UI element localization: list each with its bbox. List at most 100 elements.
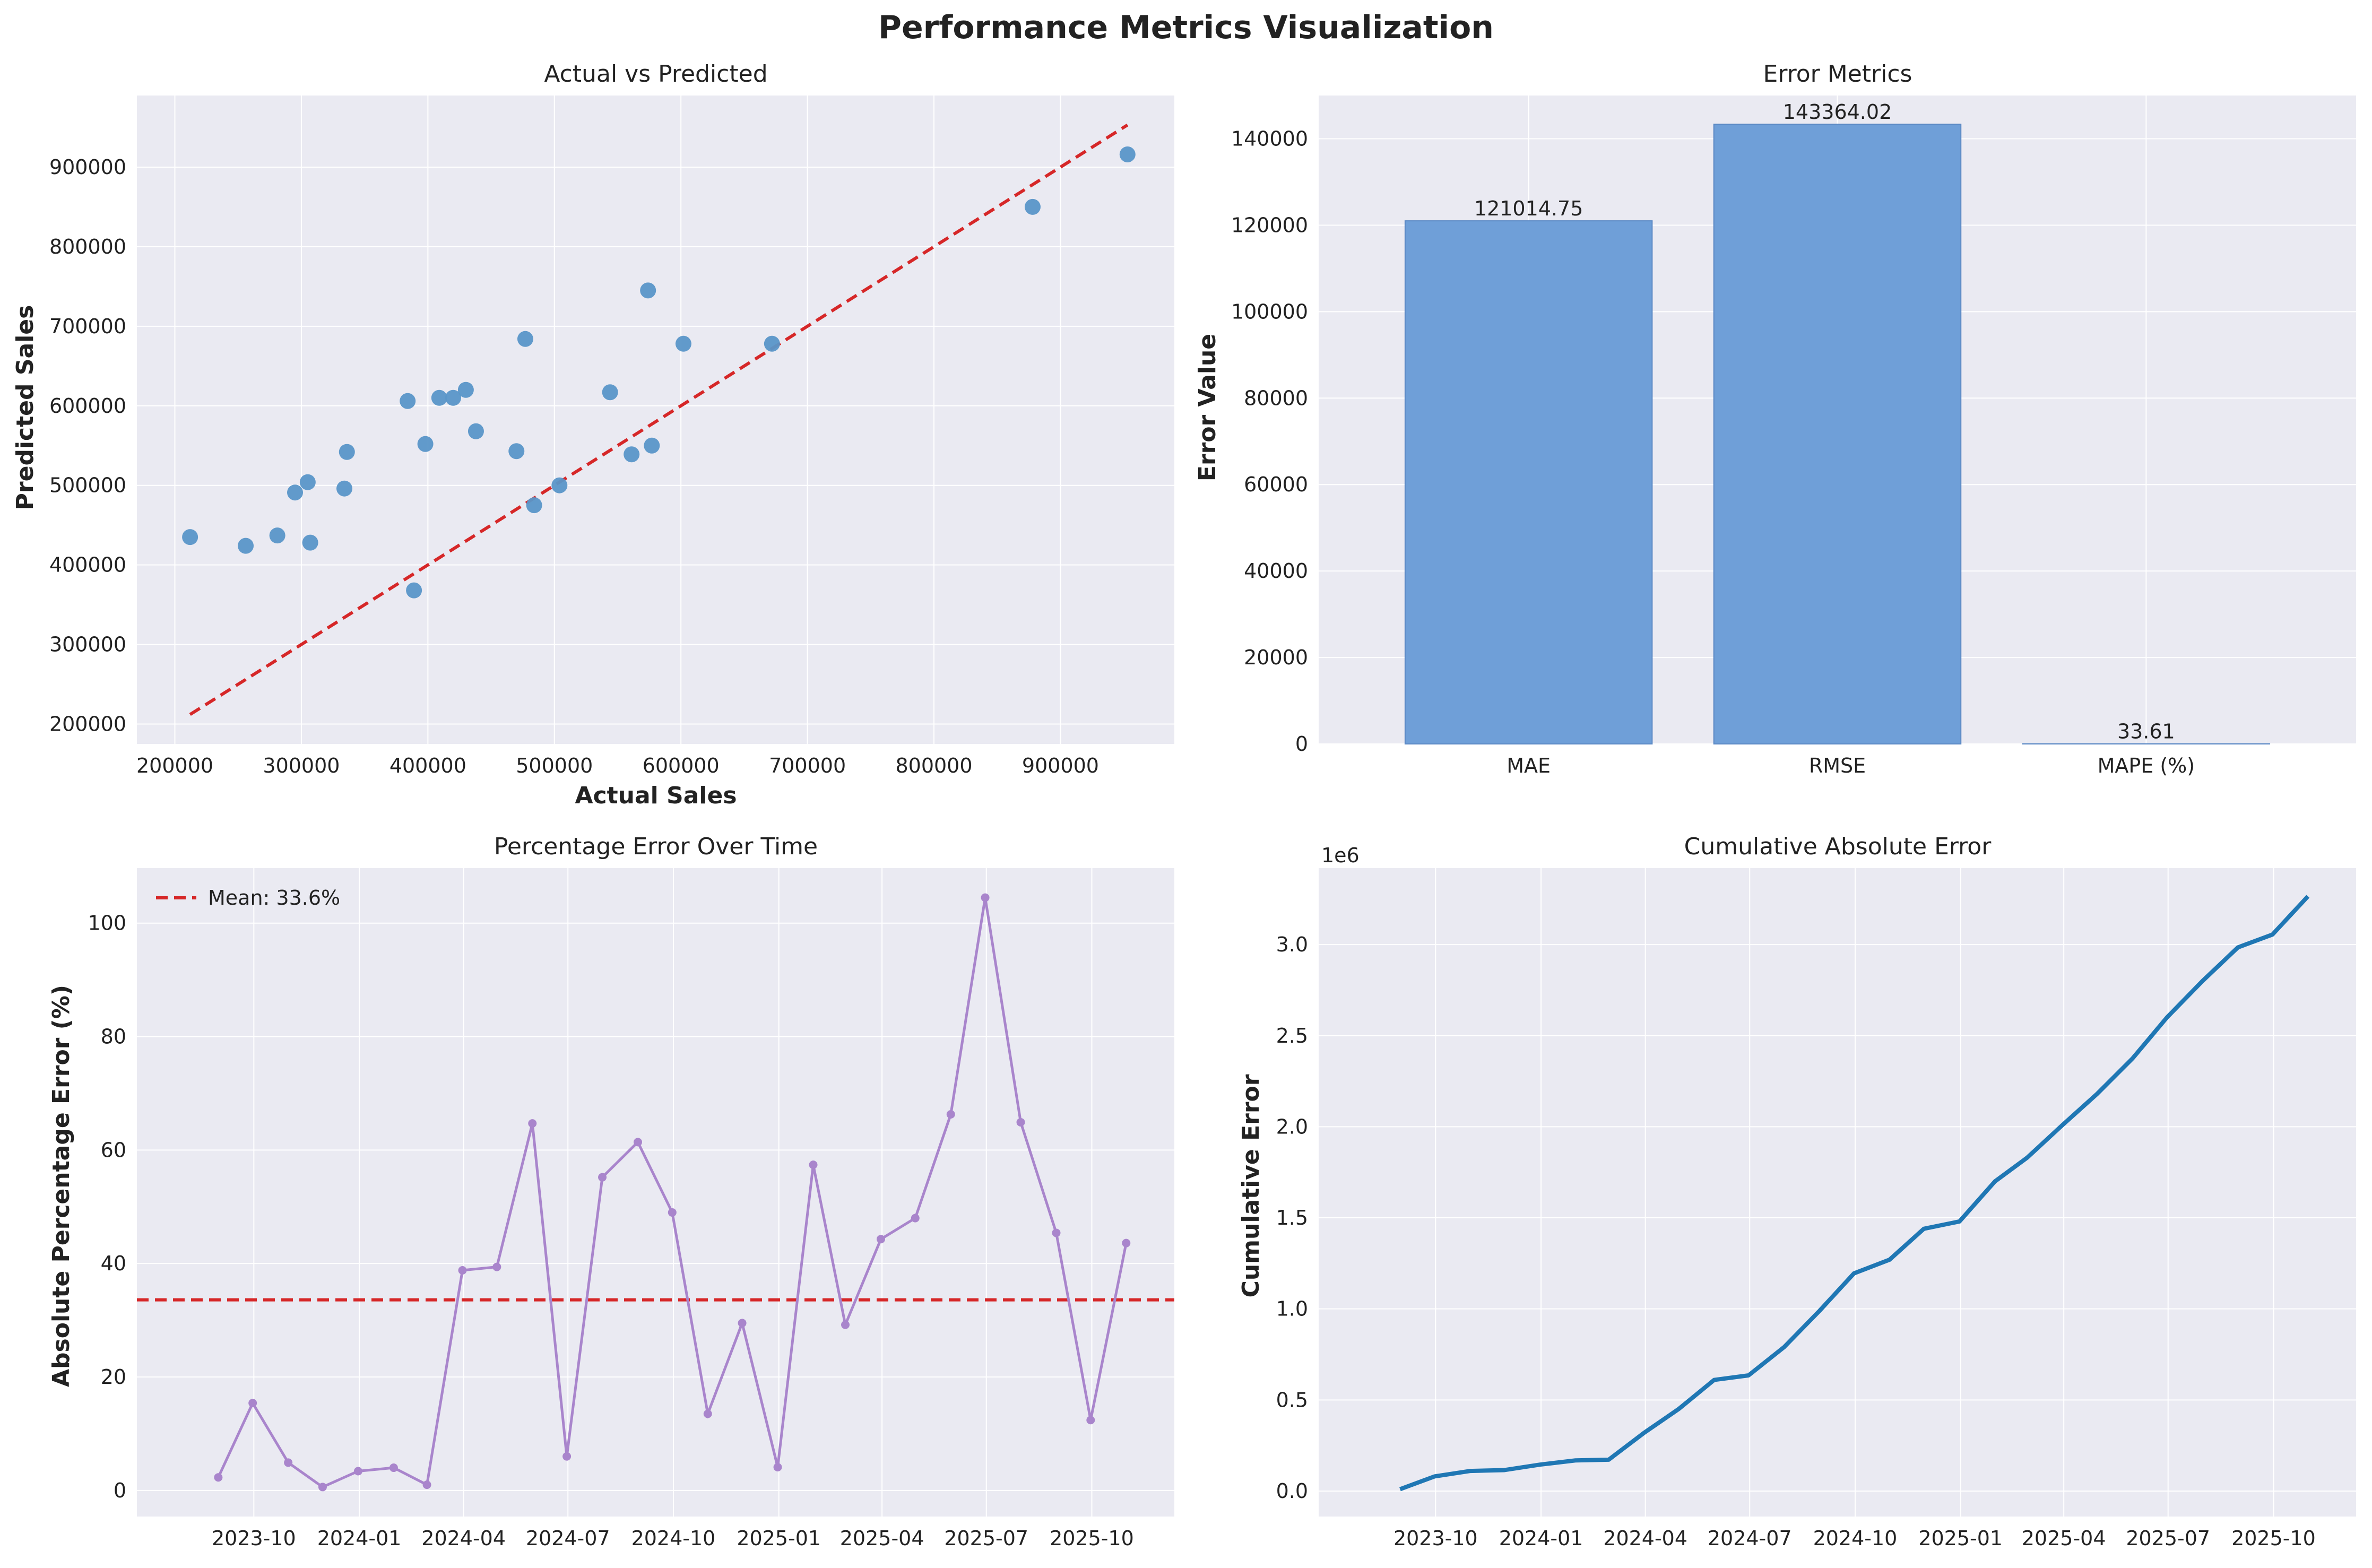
bar-ytick-label: 0 xyxy=(1295,732,1308,756)
scatter-point xyxy=(468,423,484,439)
scatter-ytick-label: 300000 xyxy=(49,633,126,656)
cum-xtick-label: 2025-07 xyxy=(2126,1527,2210,1550)
cum-ytick-label: 2.5 xyxy=(1276,1024,1308,1047)
scatter-xtick-label: 900000 xyxy=(1022,754,1099,777)
scatter-point xyxy=(526,497,542,513)
scatter-ytick-label: 700000 xyxy=(49,315,126,338)
scatter-point xyxy=(517,331,533,347)
scatter-axes: 2000003000004000005000006000007000008000… xyxy=(49,96,1174,777)
scatter-point xyxy=(287,484,303,500)
bar-ytick-label: 60000 xyxy=(1244,473,1308,496)
cum-xtick-label: 2024-10 xyxy=(1813,1527,1898,1550)
bar-value-label: 33.61 xyxy=(2117,720,2175,743)
pct-xtick-label: 2024-04 xyxy=(421,1527,506,1550)
pct-point xyxy=(634,1138,642,1146)
pct-point xyxy=(911,1214,920,1223)
bar-ytick-label: 80000 xyxy=(1244,386,1308,410)
pct-xtick-label: 2024-10 xyxy=(631,1527,716,1550)
pct-point xyxy=(284,1458,292,1467)
pct-xtick-label: 2023-10 xyxy=(212,1527,296,1550)
scatter-point xyxy=(676,336,691,352)
cum-xtick-label: 2025-01 xyxy=(1918,1527,2003,1550)
cum-ytick-label: 2.0 xyxy=(1276,1115,1308,1138)
bar-value-label: 121014.75 xyxy=(1474,197,1583,220)
scatter-ytick-label: 400000 xyxy=(49,553,126,577)
bar-ytick-label: 100000 xyxy=(1231,300,1308,323)
scatter-xtick-label: 700000 xyxy=(769,754,846,777)
cum-xtick-label: 2025-04 xyxy=(2022,1527,2106,1550)
scatter-xtick-label: 200000 xyxy=(136,754,213,777)
pct-title: Percentage Error Over Time xyxy=(494,833,818,860)
bar-ytick-label: 40000 xyxy=(1244,559,1308,583)
pct-point xyxy=(704,1409,712,1418)
pct-xtick-label: 2025-10 xyxy=(1050,1527,1134,1550)
pct-point xyxy=(528,1119,536,1128)
pct-point xyxy=(774,1463,782,1471)
pct-point xyxy=(214,1473,222,1482)
bar-axes: 0200004000060000800001000001200001400001… xyxy=(1231,96,2356,777)
scatter-ytick-label: 200000 xyxy=(49,713,126,736)
cum-ytick-label: 1.0 xyxy=(1276,1297,1308,1321)
cum-ytick-label: 1.5 xyxy=(1276,1206,1308,1229)
pct-point xyxy=(1052,1228,1060,1237)
scatter-point xyxy=(624,446,639,462)
pct-xtick-label: 2024-01 xyxy=(317,1527,402,1550)
pct-ytick-label: 60 xyxy=(101,1138,126,1162)
pct-xtick-label: 2024-07 xyxy=(526,1527,610,1550)
pct-point xyxy=(354,1467,362,1475)
pct-point xyxy=(947,1110,955,1119)
pct-legend-label: Mean: 33.6% xyxy=(208,886,340,909)
scatter-point xyxy=(551,478,567,493)
bar-ytick-label: 20000 xyxy=(1244,646,1308,669)
bar-mae xyxy=(1405,221,1652,744)
pct-xtick-label: 2025-04 xyxy=(840,1527,924,1550)
pct-ytick-label: 80 xyxy=(101,1025,126,1049)
scatter-point xyxy=(458,382,474,398)
scatter-point xyxy=(644,438,660,454)
scatter-xtick-label: 400000 xyxy=(389,754,466,777)
pct-point xyxy=(1122,1239,1130,1248)
pct-xtick-label: 2025-07 xyxy=(944,1527,1028,1550)
cum-title: Cumulative Absolute Error xyxy=(1684,833,1992,860)
scatter-xtick-label: 600000 xyxy=(643,754,720,777)
pct-point xyxy=(492,1263,501,1271)
pct-point xyxy=(248,1399,257,1407)
scatter-point xyxy=(339,444,355,460)
pct-point xyxy=(458,1266,467,1275)
pct-point xyxy=(809,1160,818,1169)
bar-ytick-label: 140000 xyxy=(1231,127,1308,150)
cum-plot-area xyxy=(1319,868,2356,1517)
cum-xtick-label: 2025-10 xyxy=(2231,1527,2316,1550)
cum-xtick-label: 2023-10 xyxy=(1393,1527,1478,1550)
bar-category-label: MAPE (%) xyxy=(2098,754,2195,777)
bar-panel: 0200004000060000800001000001200001400001… xyxy=(1194,60,2356,777)
bar-ylabel: Error Value xyxy=(1194,334,1221,481)
scatter-xtick-label: 500000 xyxy=(516,754,593,777)
bar-rmse xyxy=(1714,124,1961,744)
cum-ytick-label: 3.0 xyxy=(1276,933,1308,956)
bar-title: Error Metrics xyxy=(1763,60,1912,88)
scatter-point xyxy=(336,481,352,497)
pct-ytick-label: 100 xyxy=(88,912,126,935)
cum-xtick-label: 2024-04 xyxy=(1603,1527,1687,1550)
bar-value-label: 143364.02 xyxy=(1783,100,1892,124)
scatter-point xyxy=(182,529,198,545)
pct-point xyxy=(598,1173,607,1182)
pct-point xyxy=(841,1321,850,1329)
scatter-ytick-label: 900000 xyxy=(49,155,126,179)
cum-ylabel: Cumulative Error xyxy=(1237,1074,1265,1297)
pct-point xyxy=(877,1235,885,1243)
pct-point xyxy=(1017,1118,1025,1127)
cum-xtick-label: 2024-01 xyxy=(1499,1527,1583,1550)
cum-ytick-label: 0.0 xyxy=(1276,1479,1308,1503)
scatter-xlabel: Actual Sales xyxy=(575,782,737,809)
pct-ytick-label: 40 xyxy=(101,1252,126,1275)
scatter-point xyxy=(406,583,422,599)
pct-ylabel: Absolute Percentage Error (%) xyxy=(48,985,75,1387)
scatter-point xyxy=(418,436,434,452)
scatter-point xyxy=(1120,146,1136,162)
scatter-point xyxy=(602,384,618,400)
